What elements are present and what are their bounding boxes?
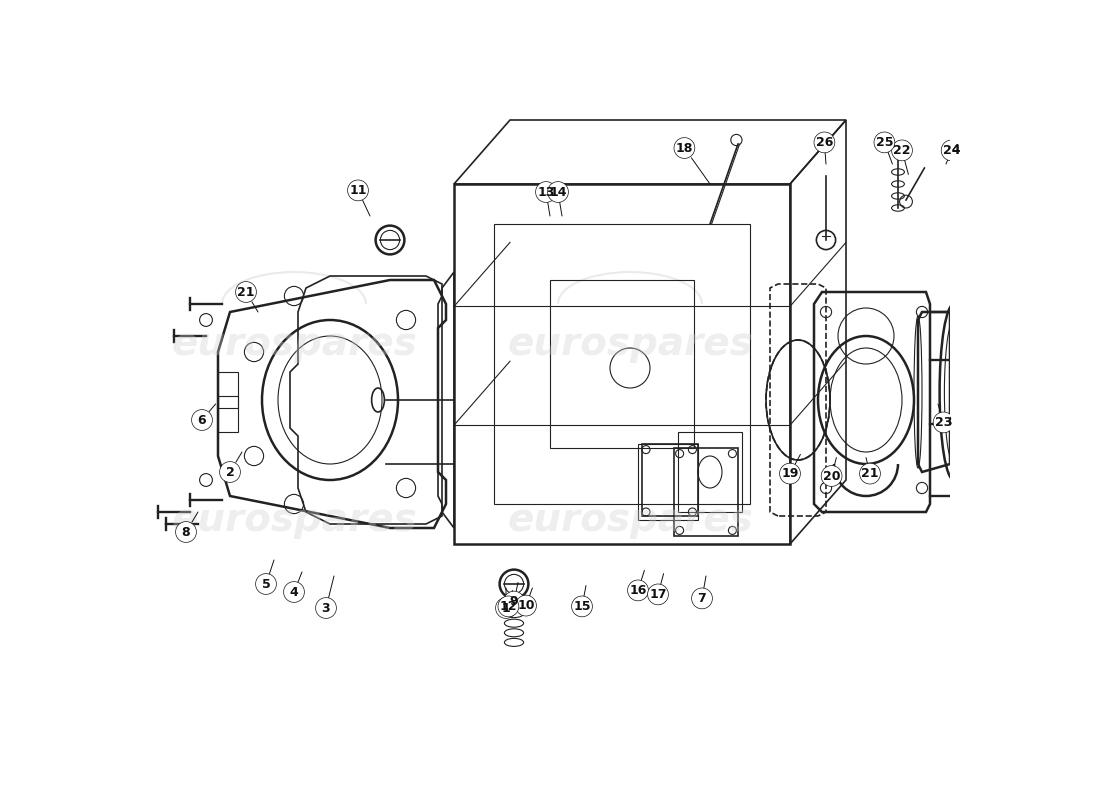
- Text: 17: 17: [649, 574, 667, 602]
- Text: 9: 9: [509, 595, 518, 608]
- Text: 8: 8: [182, 512, 198, 539]
- Text: eurospares: eurospares: [507, 325, 752, 363]
- Bar: [218, 372, 238, 408]
- Text: 21: 21: [861, 458, 879, 481]
- Circle shape: [648, 584, 669, 605]
- Text: 7: 7: [697, 576, 706, 606]
- Bar: [550, 280, 694, 448]
- Text: 23: 23: [935, 404, 953, 430]
- Text: 25: 25: [876, 135, 893, 164]
- Text: 12: 12: [499, 600, 517, 613]
- Text: eurospares: eurospares: [172, 501, 417, 539]
- Bar: [678, 432, 743, 512]
- Text: eurospares: eurospares: [507, 501, 752, 539]
- Text: 11: 11: [350, 184, 366, 197]
- Text: 15: 15: [573, 586, 591, 614]
- Text: 6: 6: [198, 404, 216, 427]
- Text: 13: 13: [537, 185, 554, 216]
- Circle shape: [859, 463, 880, 484]
- Circle shape: [536, 182, 557, 202]
- Text: 22: 22: [893, 143, 911, 174]
- Circle shape: [496, 598, 516, 618]
- Text: 9: 9: [509, 582, 518, 609]
- Bar: [642, 444, 698, 516]
- Text: 7: 7: [697, 592, 706, 605]
- Circle shape: [814, 132, 835, 153]
- Text: 14: 14: [549, 186, 566, 198]
- Circle shape: [284, 582, 305, 602]
- Circle shape: [628, 580, 648, 601]
- Text: 17: 17: [649, 588, 667, 601]
- Text: 3: 3: [321, 602, 330, 614]
- Bar: [218, 396, 238, 432]
- Text: 8: 8: [182, 526, 190, 538]
- Text: 2: 2: [226, 452, 242, 479]
- Text: 21: 21: [861, 467, 879, 480]
- Text: 3: 3: [321, 576, 334, 615]
- Text: 10: 10: [517, 588, 535, 613]
- Text: 4: 4: [289, 586, 298, 598]
- Circle shape: [892, 140, 912, 161]
- Circle shape: [933, 412, 954, 433]
- Circle shape: [692, 588, 713, 609]
- Text: 11: 11: [349, 183, 370, 216]
- Text: 21: 21: [238, 285, 258, 312]
- Text: 20: 20: [823, 470, 840, 482]
- Text: 4: 4: [289, 572, 302, 599]
- Circle shape: [191, 410, 212, 430]
- Text: 24: 24: [943, 144, 960, 157]
- Bar: [494, 224, 750, 504]
- Circle shape: [874, 132, 894, 153]
- Text: 5: 5: [262, 578, 271, 590]
- Bar: [638, 444, 698, 520]
- Text: eurospares: eurospares: [172, 325, 417, 363]
- Text: 23: 23: [935, 416, 953, 429]
- Circle shape: [348, 180, 369, 201]
- Text: 1: 1: [502, 602, 510, 614]
- Text: 6: 6: [198, 414, 207, 426]
- Circle shape: [255, 574, 276, 594]
- Circle shape: [548, 182, 569, 202]
- Text: 18: 18: [675, 141, 710, 184]
- Text: 18: 18: [675, 142, 693, 154]
- Text: 1: 1: [502, 588, 510, 615]
- Circle shape: [572, 596, 593, 617]
- Circle shape: [504, 591, 525, 612]
- Text: 20: 20: [823, 458, 840, 483]
- Text: 21: 21: [238, 286, 255, 298]
- Circle shape: [220, 462, 241, 482]
- Text: 19: 19: [781, 467, 799, 480]
- Bar: [454, 184, 790, 544]
- Circle shape: [942, 140, 962, 161]
- Text: 16: 16: [629, 584, 647, 597]
- Circle shape: [780, 463, 801, 484]
- Text: 24: 24: [943, 143, 960, 164]
- Circle shape: [235, 282, 256, 302]
- Text: 12: 12: [499, 590, 517, 614]
- Circle shape: [498, 596, 519, 617]
- Text: 19: 19: [781, 454, 801, 481]
- Text: 15: 15: [573, 600, 591, 613]
- Text: 26: 26: [815, 135, 833, 164]
- Circle shape: [516, 595, 537, 616]
- Text: 25: 25: [876, 136, 893, 149]
- Circle shape: [822, 466, 842, 486]
- Circle shape: [316, 598, 337, 618]
- Text: 26: 26: [816, 136, 833, 149]
- Text: 14: 14: [549, 185, 566, 216]
- Text: 5: 5: [262, 560, 274, 591]
- Text: 10: 10: [517, 599, 535, 612]
- Circle shape: [674, 138, 695, 158]
- Text: 2: 2: [226, 466, 234, 478]
- Text: 16: 16: [629, 570, 647, 598]
- Text: 13: 13: [537, 186, 554, 198]
- Text: 22: 22: [893, 144, 911, 157]
- Circle shape: [176, 522, 197, 542]
